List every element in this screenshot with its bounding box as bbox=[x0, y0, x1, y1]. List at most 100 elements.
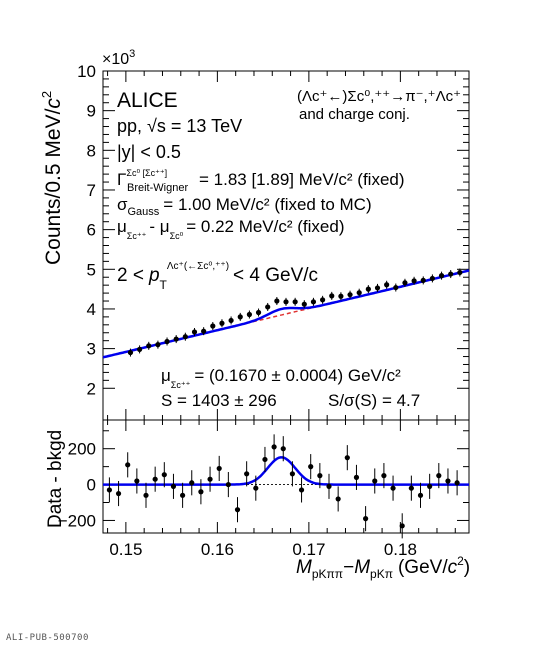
sigma-label: σGauss = 1.00 MeV/c² (fixed to MC) bbox=[117, 195, 372, 218]
data-point bbox=[219, 320, 225, 326]
y-tick-label: 9 bbox=[87, 102, 96, 121]
data-point bbox=[134, 478, 140, 484]
data-point bbox=[344, 455, 350, 461]
data-point bbox=[445, 478, 451, 484]
data-point bbox=[265, 304, 271, 310]
data-point bbox=[255, 309, 262, 316]
rapidity-label: |y| < 0.5 bbox=[117, 142, 181, 162]
data-point bbox=[448, 271, 454, 277]
data-point bbox=[210, 323, 216, 329]
experiment-label: ALICE bbox=[117, 89, 178, 112]
data-point bbox=[271, 444, 277, 450]
lower-y-axis-label: Data - bkgd bbox=[45, 430, 66, 528]
data-point bbox=[198, 489, 204, 495]
y-tick-label: 5 bbox=[87, 260, 96, 279]
y-tick-label: 3 bbox=[87, 340, 96, 359]
data-point bbox=[180, 492, 186, 498]
data-point bbox=[228, 317, 234, 324]
upper-data-points bbox=[127, 268, 463, 357]
data-point bbox=[164, 338, 170, 345]
data-point bbox=[365, 286, 371, 292]
data-point bbox=[146, 343, 152, 349]
data-point bbox=[454, 480, 460, 486]
system-label: pp, √s = 13 TeV bbox=[117, 116, 242, 136]
data-point bbox=[427, 483, 433, 489]
y-tick-label: 0 bbox=[87, 476, 96, 495]
data-point bbox=[308, 464, 314, 470]
gamma-value: = 1.83 [1.89] MeV/c² (fixed) bbox=[199, 170, 405, 189]
data-point bbox=[280, 446, 286, 452]
mu-fit-label: μΣc⁺⁺ = (0.1670 ± 0.0004) GeV/c² bbox=[161, 366, 401, 390]
gamma-label: ΓΣc⁰ [Σc⁺⁺] bbox=[117, 168, 167, 189]
y-tick-label: 7 bbox=[87, 181, 96, 200]
lower-y-ticks: −200 0 200 bbox=[58, 430, 469, 530]
data-point bbox=[335, 496, 341, 502]
data-point bbox=[182, 334, 188, 340]
data-point bbox=[363, 516, 369, 522]
data-point bbox=[390, 485, 396, 491]
data-point bbox=[143, 492, 149, 498]
data-point bbox=[429, 275, 435, 282]
data-point bbox=[207, 476, 213, 482]
pt-range-label: 2 < pTΛc⁺(←Σc⁰,⁺⁺) < 4 GeV/c bbox=[117, 261, 318, 292]
x-tick-label: 0.18 bbox=[384, 540, 417, 559]
mu-diff-label: μΣc⁺⁺ - μΣc⁰ = 0.22 MeV/c² (fixed) bbox=[117, 217, 345, 241]
data-point bbox=[115, 490, 122, 497]
upper-y-axis-label: Counts/0.5 MeV/c2 bbox=[39, 91, 65, 265]
data-point bbox=[408, 485, 414, 491]
x-tick-label: 0.15 bbox=[109, 540, 142, 559]
data-point bbox=[234, 507, 241, 513]
data-point bbox=[356, 290, 362, 296]
data-point bbox=[399, 523, 405, 529]
total-fit-line bbox=[102, 269, 470, 359]
y-tick-label: 6 bbox=[87, 221, 96, 240]
y-exponent-label: ×103 bbox=[102, 48, 135, 68]
data-point bbox=[374, 285, 381, 291]
signal-yield-label: S = 1403 ± 296 bbox=[161, 391, 277, 410]
data-point bbox=[137, 346, 143, 353]
data-point bbox=[237, 314, 243, 320]
y-tick-label: 2 bbox=[87, 379, 96, 398]
upper-x-ticks bbox=[107, 71, 456, 420]
data-point bbox=[438, 273, 445, 279]
y-tick-label: 8 bbox=[87, 141, 96, 160]
data-point bbox=[301, 301, 307, 307]
x-axis-label: MpKππ−MpKπ (GeV/c2) bbox=[296, 554, 470, 581]
data-point bbox=[262, 456, 268, 463]
charge-conj-label: and charge conj. bbox=[299, 106, 410, 123]
data-point bbox=[347, 292, 353, 298]
data-point bbox=[420, 277, 426, 283]
signal-fit-line bbox=[103, 456, 469, 486]
y-tick-label: −200 bbox=[58, 511, 96, 530]
data-point bbox=[274, 298, 280, 304]
data-point bbox=[173, 336, 179, 342]
upper-fit-curves bbox=[102, 269, 470, 359]
x-tick-label: 0.16 bbox=[201, 540, 234, 559]
data-point bbox=[457, 269, 463, 276]
data-point bbox=[244, 471, 250, 477]
data-point bbox=[353, 474, 360, 480]
data-point bbox=[329, 293, 335, 299]
data-point bbox=[283, 299, 289, 305]
x-tick-label: 0.17 bbox=[292, 540, 325, 559]
data-point bbox=[292, 299, 298, 305]
publication-id: ALI-PUB-500700 bbox=[6, 633, 89, 643]
upper-y-ticks: 2 3 4 5 6 7 8 9 10 bbox=[77, 62, 469, 398]
significance-label: S/σ(S) = 4.7 bbox=[328, 391, 420, 410]
data-point bbox=[161, 472, 167, 478]
data-point bbox=[372, 478, 378, 484]
data-point bbox=[106, 487, 113, 493]
data-point bbox=[225, 481, 231, 488]
data-point bbox=[411, 278, 417, 284]
data-point bbox=[310, 299, 317, 305]
data-point bbox=[125, 462, 131, 468]
lower-data-points bbox=[106, 434, 460, 539]
data-point bbox=[402, 280, 408, 286]
lower-plot-frame bbox=[102, 419, 470, 534]
y-tick-label: 4 bbox=[87, 300, 96, 319]
data-point bbox=[201, 328, 207, 334]
data-point bbox=[246, 311, 252, 318]
data-point bbox=[170, 483, 177, 489]
